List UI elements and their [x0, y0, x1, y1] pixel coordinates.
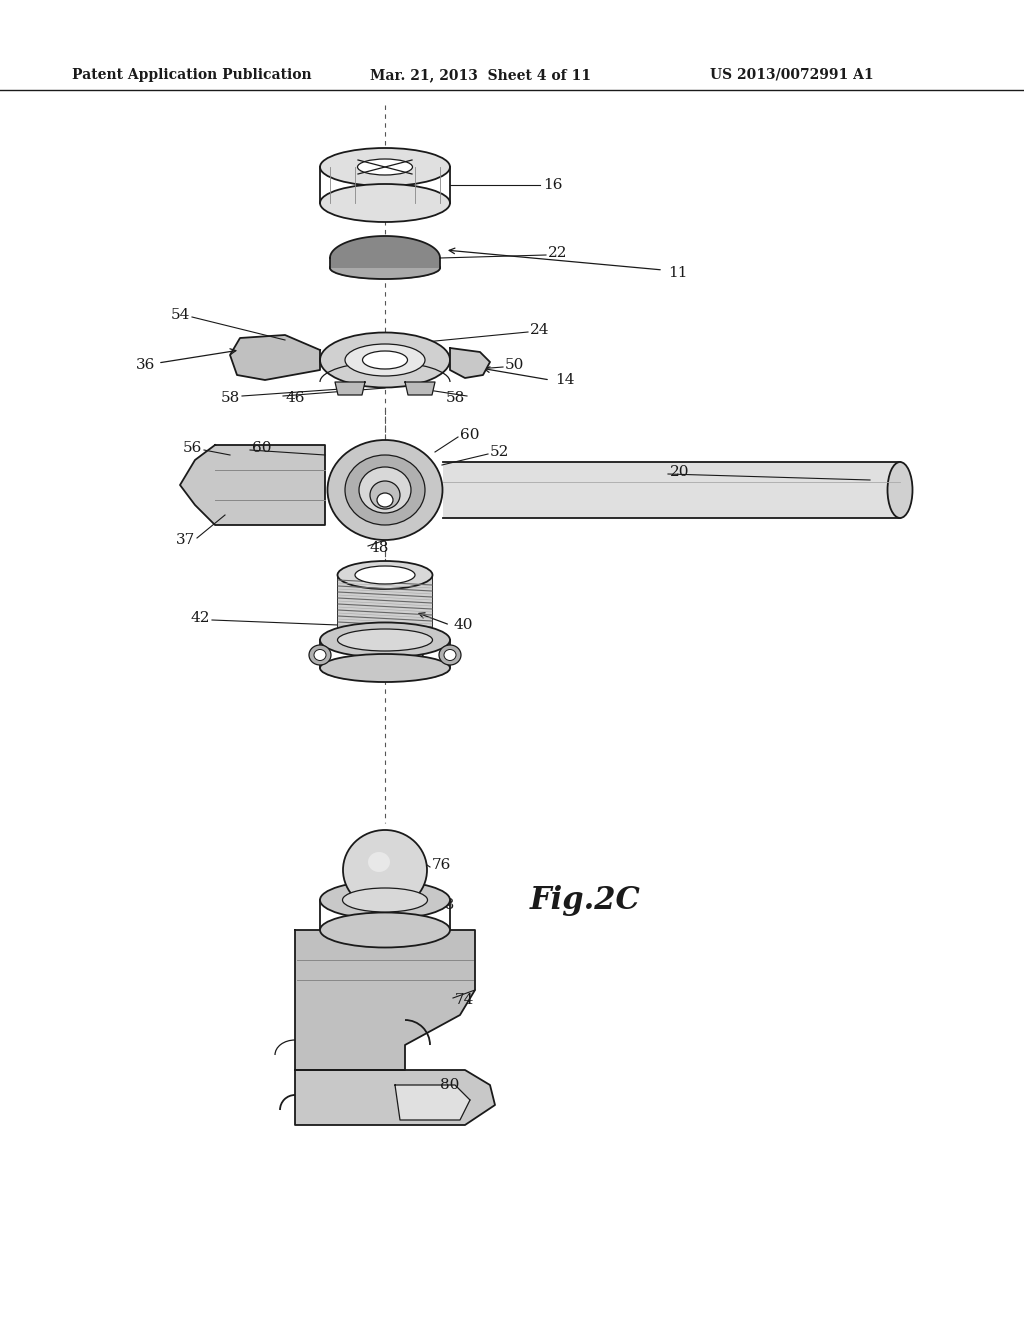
Polygon shape	[395, 1085, 470, 1119]
Ellipse shape	[355, 566, 415, 583]
Text: 16: 16	[543, 178, 562, 191]
Text: 48: 48	[370, 541, 389, 554]
Text: 42: 42	[190, 611, 210, 624]
Ellipse shape	[368, 851, 390, 873]
Polygon shape	[338, 576, 432, 640]
Text: Mar. 21, 2013  Sheet 4 of 11: Mar. 21, 2013 Sheet 4 of 11	[370, 69, 591, 82]
Text: 54: 54	[171, 308, 190, 322]
Polygon shape	[180, 445, 325, 525]
Text: 58: 58	[221, 391, 240, 405]
Ellipse shape	[439, 645, 461, 665]
Text: 58: 58	[445, 391, 465, 405]
Text: 60: 60	[460, 428, 479, 442]
Polygon shape	[330, 236, 440, 268]
Text: 37: 37	[176, 533, 195, 546]
Ellipse shape	[343, 830, 427, 909]
Text: 72: 72	[370, 561, 389, 576]
Ellipse shape	[345, 455, 425, 525]
Text: 56: 56	[182, 441, 202, 455]
Text: 14: 14	[555, 374, 574, 387]
Text: US 2013/0072991 A1: US 2013/0072991 A1	[710, 69, 873, 82]
Ellipse shape	[345, 345, 425, 376]
Text: Patent Application Publication: Patent Application Publication	[72, 69, 311, 82]
Ellipse shape	[362, 351, 408, 370]
Ellipse shape	[377, 492, 393, 507]
Text: Fig.2C: Fig.2C	[530, 884, 641, 916]
Polygon shape	[295, 931, 475, 1071]
Text: 76: 76	[432, 858, 452, 873]
Ellipse shape	[370, 480, 400, 510]
Text: 50: 50	[505, 358, 524, 372]
Text: 24: 24	[530, 323, 550, 337]
Text: 60: 60	[252, 441, 271, 455]
Ellipse shape	[314, 649, 326, 660]
Polygon shape	[335, 381, 365, 395]
Ellipse shape	[342, 888, 427, 912]
Text: 44: 44	[408, 655, 427, 669]
Polygon shape	[295, 1071, 495, 1125]
Ellipse shape	[319, 623, 450, 657]
Text: 52: 52	[490, 445, 509, 459]
Ellipse shape	[357, 158, 413, 176]
Ellipse shape	[359, 467, 411, 513]
Polygon shape	[406, 381, 435, 395]
Ellipse shape	[319, 148, 450, 186]
Text: 78: 78	[436, 898, 456, 912]
Polygon shape	[450, 348, 490, 378]
Ellipse shape	[444, 649, 456, 660]
Text: 36: 36	[135, 358, 155, 372]
Text: 80: 80	[440, 1078, 460, 1092]
Text: 20: 20	[670, 465, 689, 479]
Text: 46: 46	[285, 391, 304, 405]
Ellipse shape	[309, 645, 331, 665]
Text: 74: 74	[455, 993, 474, 1007]
Text: 22: 22	[548, 246, 567, 260]
Polygon shape	[230, 335, 319, 380]
Ellipse shape	[328, 440, 442, 540]
Ellipse shape	[330, 257, 440, 279]
Ellipse shape	[319, 653, 450, 682]
Ellipse shape	[888, 462, 912, 517]
Ellipse shape	[319, 880, 450, 919]
Ellipse shape	[319, 912, 450, 948]
Ellipse shape	[338, 630, 432, 651]
Text: 40: 40	[453, 618, 472, 632]
Ellipse shape	[319, 183, 450, 222]
Polygon shape	[443, 462, 900, 517]
Ellipse shape	[338, 561, 432, 589]
Ellipse shape	[319, 333, 450, 388]
Text: 11: 11	[668, 267, 687, 280]
